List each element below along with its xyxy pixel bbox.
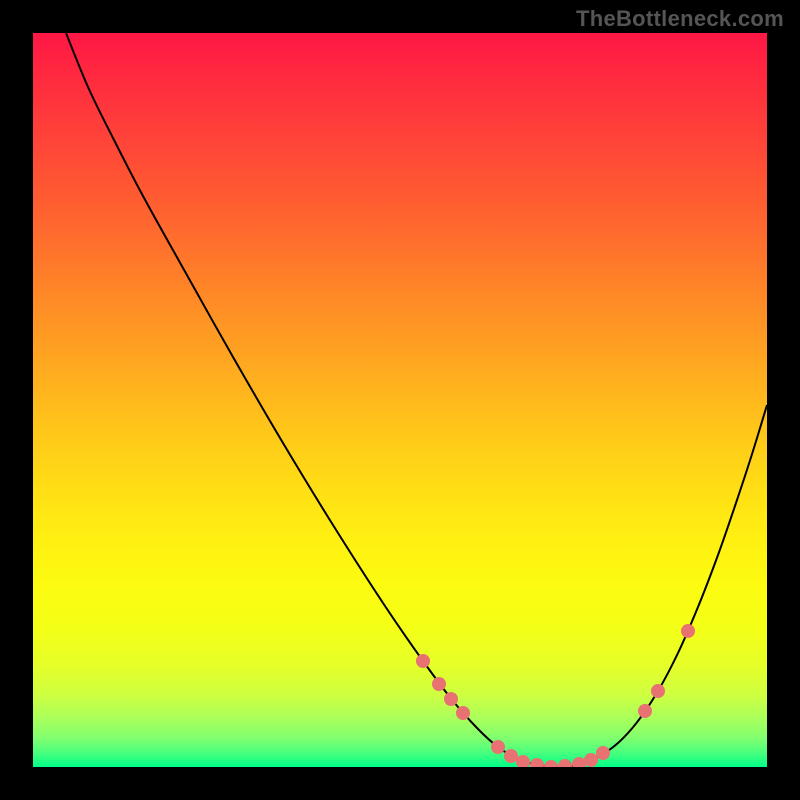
watermark: TheBottleneck.com bbox=[576, 6, 784, 32]
curve-marker bbox=[456, 706, 470, 720]
plot-area bbox=[33, 33, 767, 767]
curve-marker bbox=[491, 740, 505, 754]
curve-marker bbox=[544, 760, 558, 767]
curve-marker bbox=[572, 757, 586, 767]
curve-layer bbox=[33, 33, 767, 767]
curve-marker bbox=[432, 677, 446, 691]
curve-marker bbox=[516, 755, 530, 767]
bottleneck-curve bbox=[66, 33, 767, 767]
curve-marker bbox=[681, 624, 695, 638]
curve-marker bbox=[530, 758, 544, 767]
curve-marker bbox=[638, 704, 652, 718]
curve-marker bbox=[558, 759, 572, 767]
curve-marker bbox=[416, 654, 430, 668]
curve-marker bbox=[651, 684, 665, 698]
curve-marker bbox=[584, 753, 598, 767]
curve-marker bbox=[444, 692, 458, 706]
curve-marker bbox=[596, 746, 610, 760]
marker-group bbox=[416, 624, 695, 767]
curve-marker bbox=[504, 749, 518, 763]
